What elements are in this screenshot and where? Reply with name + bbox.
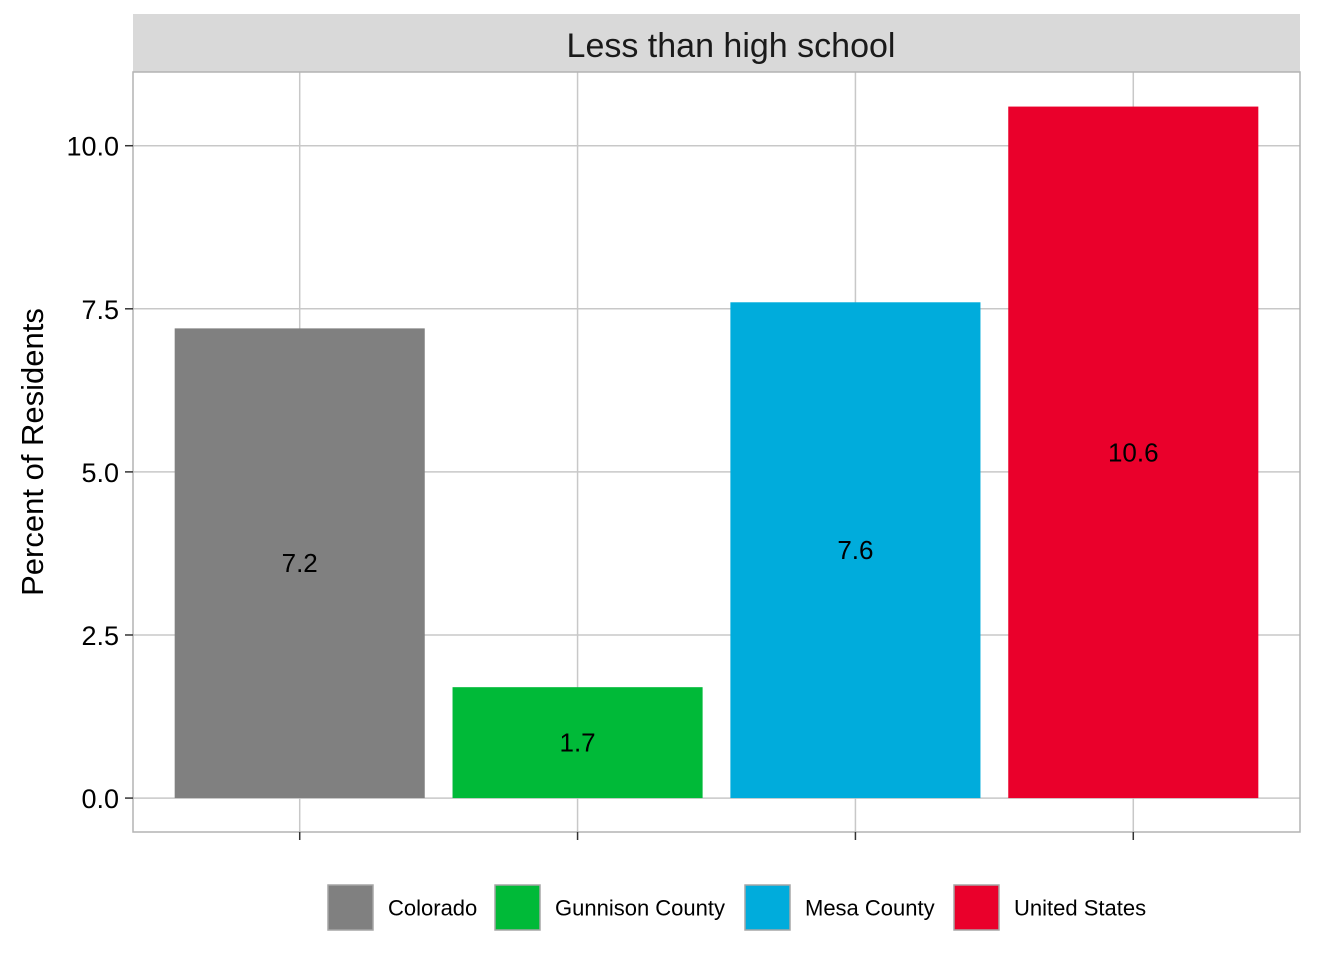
legend-key [327, 884, 374, 931]
bar-value-label: 7.2 [282, 548, 318, 578]
bar-value-label: 1.7 [559, 728, 595, 758]
facet-title: Less than high school [567, 27, 896, 65]
legend-key [953, 884, 1000, 931]
y-tick-label: 5.0 [81, 458, 119, 488]
bars [174, 106, 1259, 799]
y-tick-label: 10.0 [66, 132, 119, 162]
legend: Colorado Gunnison County Mesa County United… [327, 884, 1146, 931]
legend-label: Mesa County [805, 896, 935, 921]
y-tick-label: 7.5 [81, 295, 119, 325]
bar-united-states [1008, 106, 1259, 799]
y-axis-label: Percent of Residents [15, 308, 50, 596]
bar-colorado [174, 328, 425, 799]
bar-mesa-county [730, 302, 981, 799]
bar-value-label: 10.6 [1108, 437, 1159, 467]
y-axis: 0.0 2.5 5.0 7.5 10.0 [66, 132, 133, 814]
legend-key [494, 884, 541, 931]
legend-label: Colorado [388, 896, 477, 921]
panel-border [132, 71, 1301, 833]
legend-label: United States [1014, 896, 1146, 921]
bar-gunnison-county [452, 687, 703, 799]
legend-key [744, 884, 791, 931]
facet-strip [133, 14, 1300, 72]
y-tick-label: 2.5 [81, 621, 119, 651]
bar-value-labels: 7.2 1.7 7.6 10.6 [282, 437, 1159, 757]
legend-label: Gunnison County [555, 896, 725, 921]
x-axis-ticks [298, 832, 1135, 840]
y-tick-label: 0.0 [81, 784, 119, 814]
bar-value-label: 7.6 [837, 535, 873, 565]
